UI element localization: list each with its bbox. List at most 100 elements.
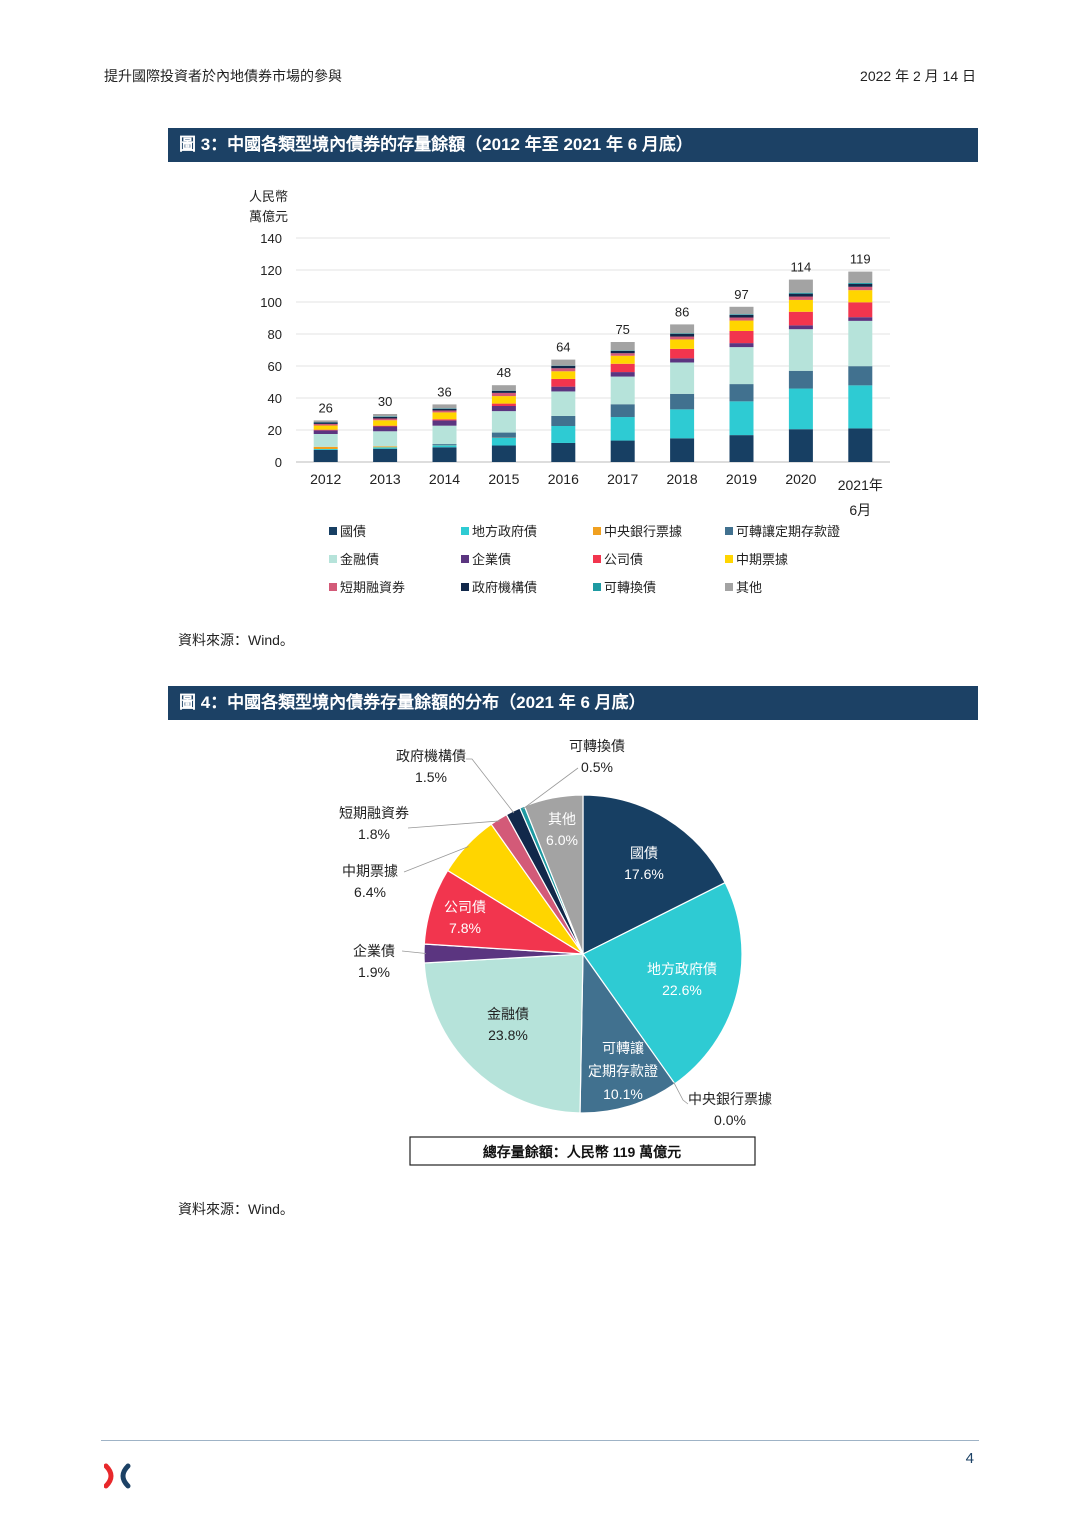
legend-label: 短期融資券 (340, 580, 405, 595)
bar-segment (848, 320, 873, 367)
figure4-title: 圖 4：中國各類型境內債券存量餘額的分布（2021 年 6 月底） (168, 686, 978, 720)
figure3-title: 圖 3：中國各類型境內債券的存量餘額（2012 年至 2021 年 6 月底） (168, 128, 978, 162)
bar-segment (729, 314, 754, 315)
y-tick-label: 0 (275, 455, 282, 470)
bar-segment (432, 447, 457, 462)
bar-segment (848, 366, 873, 386)
bar-segment (313, 430, 338, 434)
page-number: 4 (965, 1450, 974, 1467)
bar-segment (729, 401, 754, 436)
pie-label-name: 公司債 (444, 899, 486, 915)
pie-label-value: 10.1% (603, 1086, 643, 1102)
legend-label: 其他 (736, 580, 762, 595)
bar-segment (670, 336, 695, 340)
pie-label-name: 其他 (548, 811, 576, 827)
pie-label-value: 0.0% (714, 1112, 746, 1128)
bar-segment (551, 368, 576, 372)
bar-segment (491, 437, 516, 446)
legend-label: 金融債 (340, 552, 379, 567)
bar-segment (373, 420, 398, 426)
pie-label-value: 22.6% (662, 982, 702, 998)
bar-segment (848, 286, 873, 291)
bar-segment (670, 339, 695, 349)
bar-segment (729, 347, 754, 385)
bar-segment (491, 396, 516, 404)
x-tick-label: 2015 (488, 471, 519, 487)
bar-segment (788, 325, 813, 330)
bar-segment (373, 418, 398, 421)
legend-swatch (461, 555, 469, 563)
bar-segment (670, 362, 695, 394)
x-tick-label: 2012 (310, 471, 341, 487)
y-tick-label: 40 (268, 391, 282, 406)
bar-segment (848, 290, 873, 303)
total-label: 總存量餘額：人民幣 119 萬億元 (483, 1144, 681, 1160)
bar-segment (729, 330, 754, 344)
x-tick-label: 6月 (849, 502, 871, 518)
legend-swatch (725, 555, 733, 563)
bar-segment (373, 425, 398, 427)
legend-swatch (593, 583, 601, 591)
bar-segment (729, 384, 754, 402)
bar-segment (788, 329, 813, 371)
bar-segment (670, 334, 695, 337)
bar-segment (491, 392, 516, 397)
bar-segment (610, 350, 635, 354)
y-tick-label: 20 (268, 423, 282, 438)
bar-segment (610, 355, 635, 364)
bar-segment (788, 388, 813, 430)
y-tick-label: 140 (260, 231, 282, 246)
pie-label-name: 中期票據 (342, 863, 398, 879)
legend-label: 國債 (340, 524, 366, 539)
x-tick-label: 2019 (726, 471, 757, 487)
footer-divider (101, 1440, 979, 1441)
bar-segment (551, 415, 576, 426)
pie-label-name: 可轉讓 (602, 1040, 644, 1056)
pie-label-name: 企業債 (353, 943, 395, 959)
y-tick-label: 120 (260, 263, 282, 278)
pie-label-value: 1.8% (358, 826, 390, 842)
bar-total-label: 86 (675, 304, 689, 319)
legend-swatch (329, 527, 337, 535)
bar-segment (551, 359, 576, 366)
bar-segment (729, 435, 754, 462)
leader-line (673, 1081, 689, 1105)
bar-segment (788, 292, 813, 294)
bar-segment (788, 293, 813, 297)
x-tick-label: 2016 (548, 471, 579, 487)
leader-line (403, 846, 469, 873)
legend-swatch (593, 527, 601, 535)
legend-swatch (725, 527, 733, 535)
bar-segment (313, 450, 338, 462)
bar-total-label: 48 (497, 365, 511, 380)
bar-segment (551, 371, 576, 379)
pie-label-value: 6.4% (354, 884, 386, 900)
bar-segment (848, 282, 873, 284)
legend-label: 公司債 (604, 552, 643, 567)
bar-segment (432, 408, 457, 411)
bar-segment (551, 386, 576, 392)
legend-label: 政府機構債 (472, 580, 537, 595)
bar-segment (670, 393, 695, 410)
bar-segment (610, 376, 635, 405)
bar-segment (729, 320, 754, 331)
pie-label-name: 短期融資券 (339, 805, 409, 821)
bar-total-label: 30 (378, 394, 392, 409)
pie-label-value: 23.8% (488, 1027, 528, 1043)
x-tick-label: 2013 (370, 471, 401, 487)
legend-label: 可轉讓定期存款證 (736, 524, 840, 539)
x-tick-label: 2021年 (838, 477, 883, 493)
bar-segment (788, 311, 813, 326)
leader-line (401, 950, 427, 954)
legend-label: 地方政府債 (472, 524, 537, 539)
bar-segment (610, 404, 635, 418)
legend-swatch (725, 583, 733, 591)
bar-total-label: 119 (850, 252, 871, 267)
bar-segment (610, 417, 635, 441)
pie-slice (582, 881, 743, 1085)
bar-segment (313, 429, 338, 431)
bar-segment (788, 299, 813, 312)
bar-segment (848, 283, 873, 287)
bar-segment (313, 434, 338, 447)
